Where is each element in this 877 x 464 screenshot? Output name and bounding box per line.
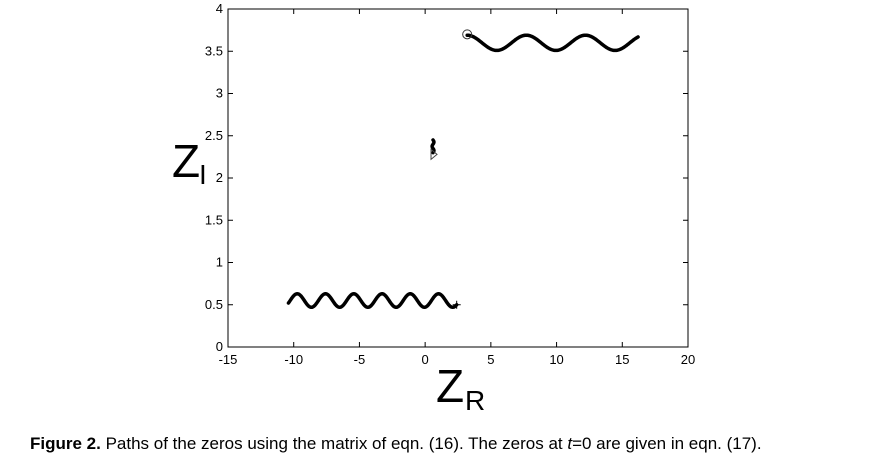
caption-text-before: Paths of the zeros using the matrix of e… [100,434,568,453]
x-tick-label: -15 [219,352,238,367]
y-axis-ticks: 0 0.5 1 1.5 2 2.5 3 3.5 4 [205,1,688,354]
caption-variable: t [567,434,573,453]
y-tick-label: 1 [216,255,223,270]
zero-paths-chart: -15 -10 -5 0 5 10 15 20 0 0.5 1 1.5 2 2.5 3 3.5 4 Z I Z… [172,1,695,416]
x-axis-label: Z [436,360,464,412]
x-tick-label: -10 [284,352,303,367]
y-tick-label: 0 [216,339,223,354]
y-tick-label: 2.5 [205,128,223,143]
x-tick-label: 20 [681,352,695,367]
series-1-path [465,33,640,53]
x-tick-label: -5 [354,352,366,367]
plot-frame [227,8,689,348]
caption-text-after: =0 are given in eqn. (17). [572,434,762,453]
y-tick-label: 3.5 [205,43,223,58]
y-tick-label: 0.5 [205,297,223,312]
x-tick-label: 5 [487,352,494,367]
y-axis-label: Z [172,135,200,187]
series-layer [286,29,640,310]
y-tick-label: 3 [216,86,223,101]
y-tick-label: 2 [216,170,223,185]
figure-caption: Figure 2. Paths of the zeros using the m… [30,434,762,454]
series-3-start-marker [430,148,438,161]
y-tick-label: 1.5 [205,212,223,227]
x-axis-ticks: -15 -10 -5 0 5 10 15 20 [219,9,695,367]
series-3-path [430,138,436,155]
caption-label: Figure 2. [30,434,101,453]
series-2-path [286,292,459,310]
x-axis-label-subscript: R [465,385,485,416]
y-tick-label: 4 [216,1,223,16]
x-tick-label: 15 [615,352,629,367]
series-1-start-marker [462,29,473,40]
x-tick-label: 0 [422,352,429,367]
y-axis-label-subscript: I [199,159,207,190]
x-tick-label: 10 [549,352,563,367]
